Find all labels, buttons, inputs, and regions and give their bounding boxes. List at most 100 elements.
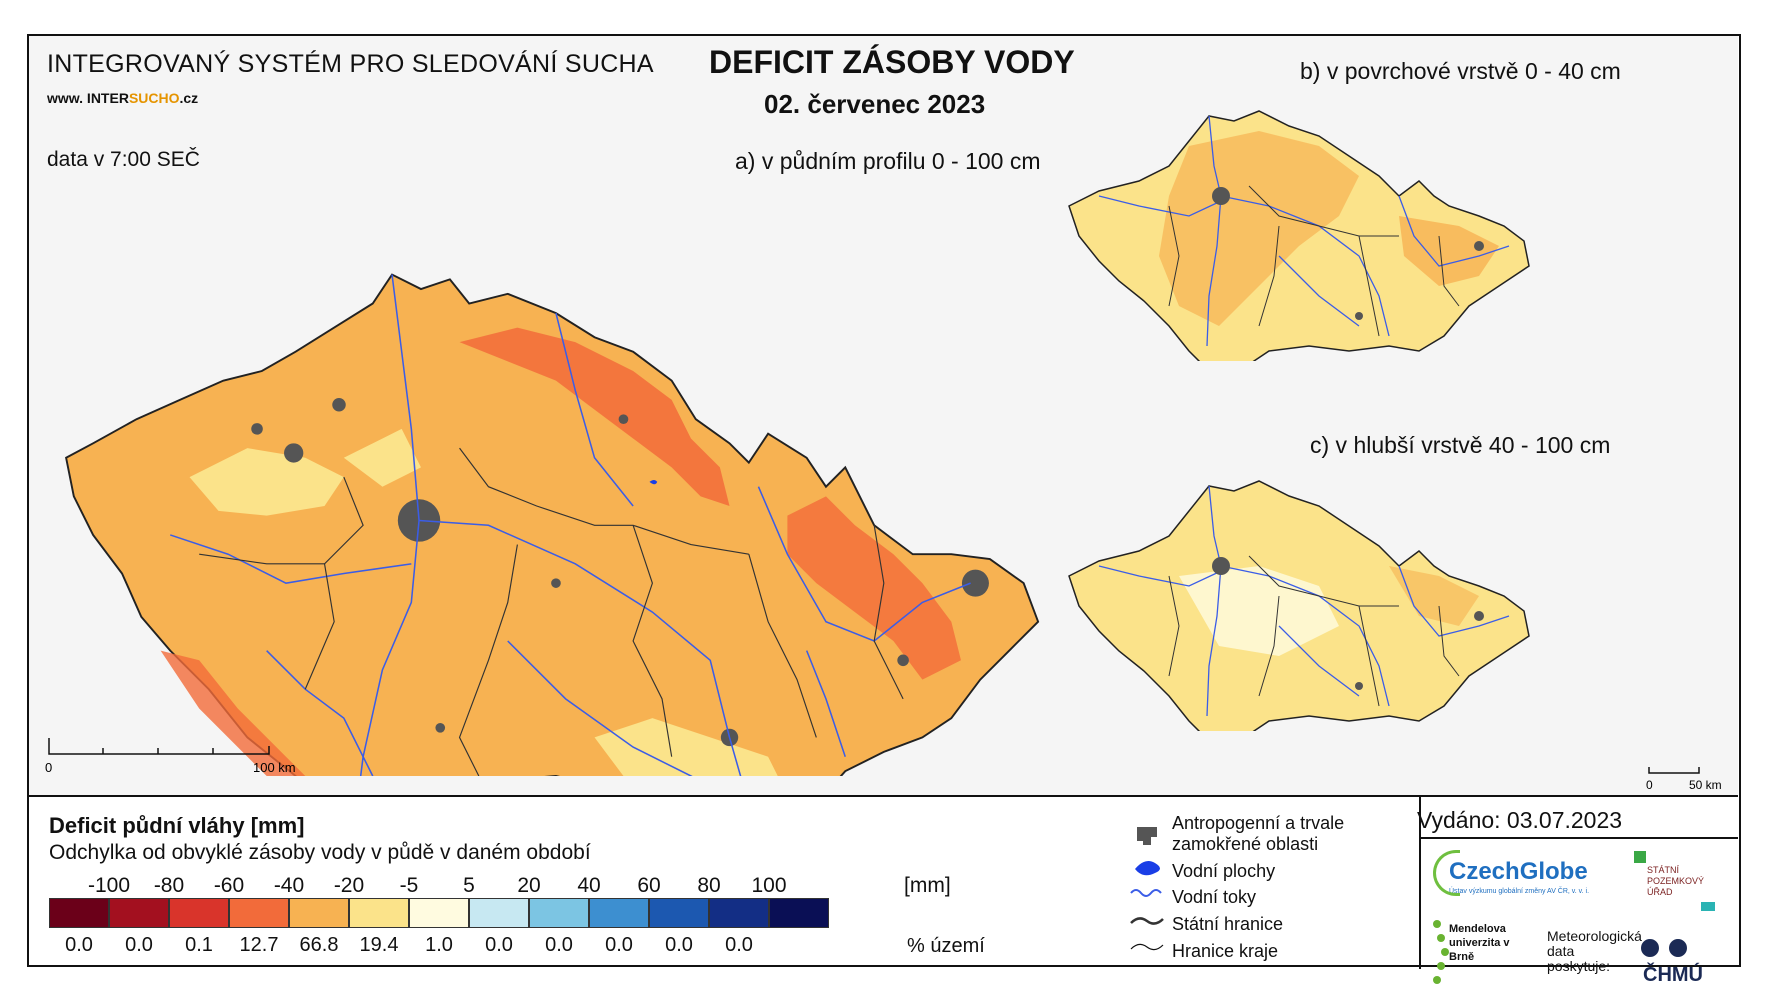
spu-logo: STÁTNÍ POZEMKOVÝ ÚŘAD: [1647, 865, 1705, 897]
spu-logo-icon: [1634, 851, 1646, 863]
legend-swatch: [529, 898, 589, 928]
legend-tick: 60: [637, 874, 661, 897]
panel-c-label: c) v hlubší vrstvě 40 - 100 cm: [1310, 432, 1611, 458]
website-link[interactable]: www. INTERSUCHO.cz: [47, 90, 199, 106]
legend-percentage: 0.0: [665, 934, 693, 956]
czech-outline-main: [65, 273, 1040, 776]
legend-percentage: 1.0: [425, 934, 453, 956]
deep-layer-map: [1068, 480, 1530, 731]
water-body: [649, 479, 658, 485]
legend-title: Deficit půdní vláhy [mm]: [49, 813, 305, 838]
legend-percentage: 19.4: [359, 934, 399, 956]
legend-tick: 80: [697, 874, 721, 897]
scale-small-end: 50 km: [1689, 778, 1722, 792]
deficit-zone-southwest: [160, 650, 306, 776]
map-area: INTEGROVANÝ SYSTÉM PRO SLEDOVÁNÍ SUCHA w…: [29, 36, 1738, 797]
scale-small-start: 0: [1646, 778, 1653, 792]
panel-b-label: b) v povrchové vrstvě 0 - 40 cm: [1300, 58, 1621, 84]
legend-swatch: [589, 898, 649, 928]
map-sheet: INTEGROVANÝ SYSTÉM PRO SLEDOVÁNÍ SUCHA w…: [27, 34, 1741, 986]
mendel-dots-icon: [1433, 920, 1449, 984]
legend-rivers: Vodní toky: [1172, 887, 1257, 907]
river-icon: [1130, 889, 1162, 897]
divider-horizontal: [1419, 837, 1738, 839]
scale-bar-main: 0 100 km: [45, 738, 296, 775]
region-border-icon: [1130, 943, 1164, 951]
state-border-icon: [1130, 917, 1164, 925]
chmu-logo: ČHMÚ: [1643, 964, 1703, 986]
region-borders-main: [199, 447, 904, 776]
deficit-zone-north: [459, 327, 730, 506]
legend-swatch: [49, 898, 109, 928]
surface-layer-map: [1068, 110, 1530, 361]
spu-accent-icon: [1701, 902, 1715, 911]
scale-main-end: 100 km: [253, 760, 296, 775]
legend-swatch: [769, 898, 829, 928]
legend-subtitle: Odchylka od obvyklé zásoby vody v půdě v…: [49, 841, 591, 864]
legend-percentage: 0.0: [545, 934, 573, 956]
legend-water-bodies: Vodní plochy: [1172, 861, 1276, 881]
czechglobe-logo: CzechGlobe: [1449, 858, 1588, 885]
surface-deficit-zone: [1159, 131, 1359, 326]
chmu-symbol-icon: [1641, 939, 1687, 957]
map-title: DEFICIT ZÁSOBY VODY: [709, 44, 1075, 80]
legend-swatch: [649, 898, 709, 928]
light-zone-northwest: [189, 448, 344, 516]
data-time: data v 7:00 SEČ: [47, 148, 200, 171]
legend-percentage: 12.7: [239, 934, 279, 956]
system-title: INTEGROVANÝ SYSTÉM PRO SLEDOVÁNÍ SUCHA: [47, 50, 654, 78]
legend-tick: -40: [273, 874, 305, 897]
legend-anthropogenic: Antropogenní a trvale zamokřené oblasti: [1172, 813, 1345, 854]
legend-swatch: [469, 898, 529, 928]
rivers-c: [1098, 485, 1510, 717]
legend-swatch: [409, 898, 469, 928]
anthropogenic-icon: [1137, 827, 1157, 845]
legend-tick: 5: [463, 874, 475, 897]
water-body-icon: [1135, 861, 1160, 876]
legend-region-border: Hranice kraje: [1172, 941, 1279, 961]
urban-areas-b: [1212, 187, 1484, 320]
legend-tick: 20: [517, 874, 541, 897]
light-zone-south: [594, 718, 778, 776]
legend-tick: -5: [399, 874, 419, 897]
light-zone-central: [343, 428, 421, 487]
mendel-logo: Mendelova univerzita v Brně: [1449, 923, 1510, 963]
legend-tick: -80: [153, 874, 185, 897]
percent-label: % území: [907, 935, 985, 957]
legend-swatch: [289, 898, 349, 928]
legend-unit: [mm]: [904, 874, 951, 897]
legend-tick: -60: [213, 874, 245, 897]
rivers-b: [1098, 115, 1510, 347]
legend-percentage: 0.1: [185, 934, 213, 956]
main-deficit-map: [65, 273, 1040, 776]
legend-percentage: 0.0: [725, 934, 753, 956]
legend-swatch: [109, 898, 169, 928]
deep-deficit-zone: [1389, 566, 1479, 626]
legend-state-border: Státní hranice: [1172, 914, 1284, 934]
legend-tick: -100: [87, 874, 131, 897]
legend-tick: 100: [751, 874, 787, 897]
legend-tick: -20: [333, 874, 365, 897]
legend-percentage: 0.0: [485, 934, 513, 956]
urban-areas-c: [1212, 557, 1484, 690]
panel-a-label: a) v půdním profilu 0 - 100 cm: [735, 148, 1041, 174]
deficit-zone-east: [787, 496, 961, 680]
rivers-main: [170, 274, 971, 776]
legend-swatch: [229, 898, 289, 928]
meteo-data-note: Meteorologická data poskytuje:: [1547, 928, 1642, 974]
region-borders-c: [1168, 555, 1460, 707]
legend-swatch: [349, 898, 409, 928]
map-date: 02. červenec 2023: [764, 89, 986, 119]
legend-percentage: 66.8: [299, 934, 339, 956]
legend-percentage: 0.0: [125, 934, 153, 956]
legend-swatch: [709, 898, 769, 928]
scale-bar-small: 0 50 km: [1646, 767, 1722, 792]
legend-percentage: 0.0: [65, 934, 93, 956]
legend-swatch: [169, 898, 229, 928]
symbol-icons: [1130, 827, 1164, 951]
scale-main-start: 0: [45, 760, 52, 775]
region-borders-b: [1168, 185, 1460, 337]
divider: [1419, 795, 1421, 969]
legend-tick: 40: [577, 874, 601, 897]
issued-date: Vydáno: 03.07.2023: [1417, 807, 1623, 833]
